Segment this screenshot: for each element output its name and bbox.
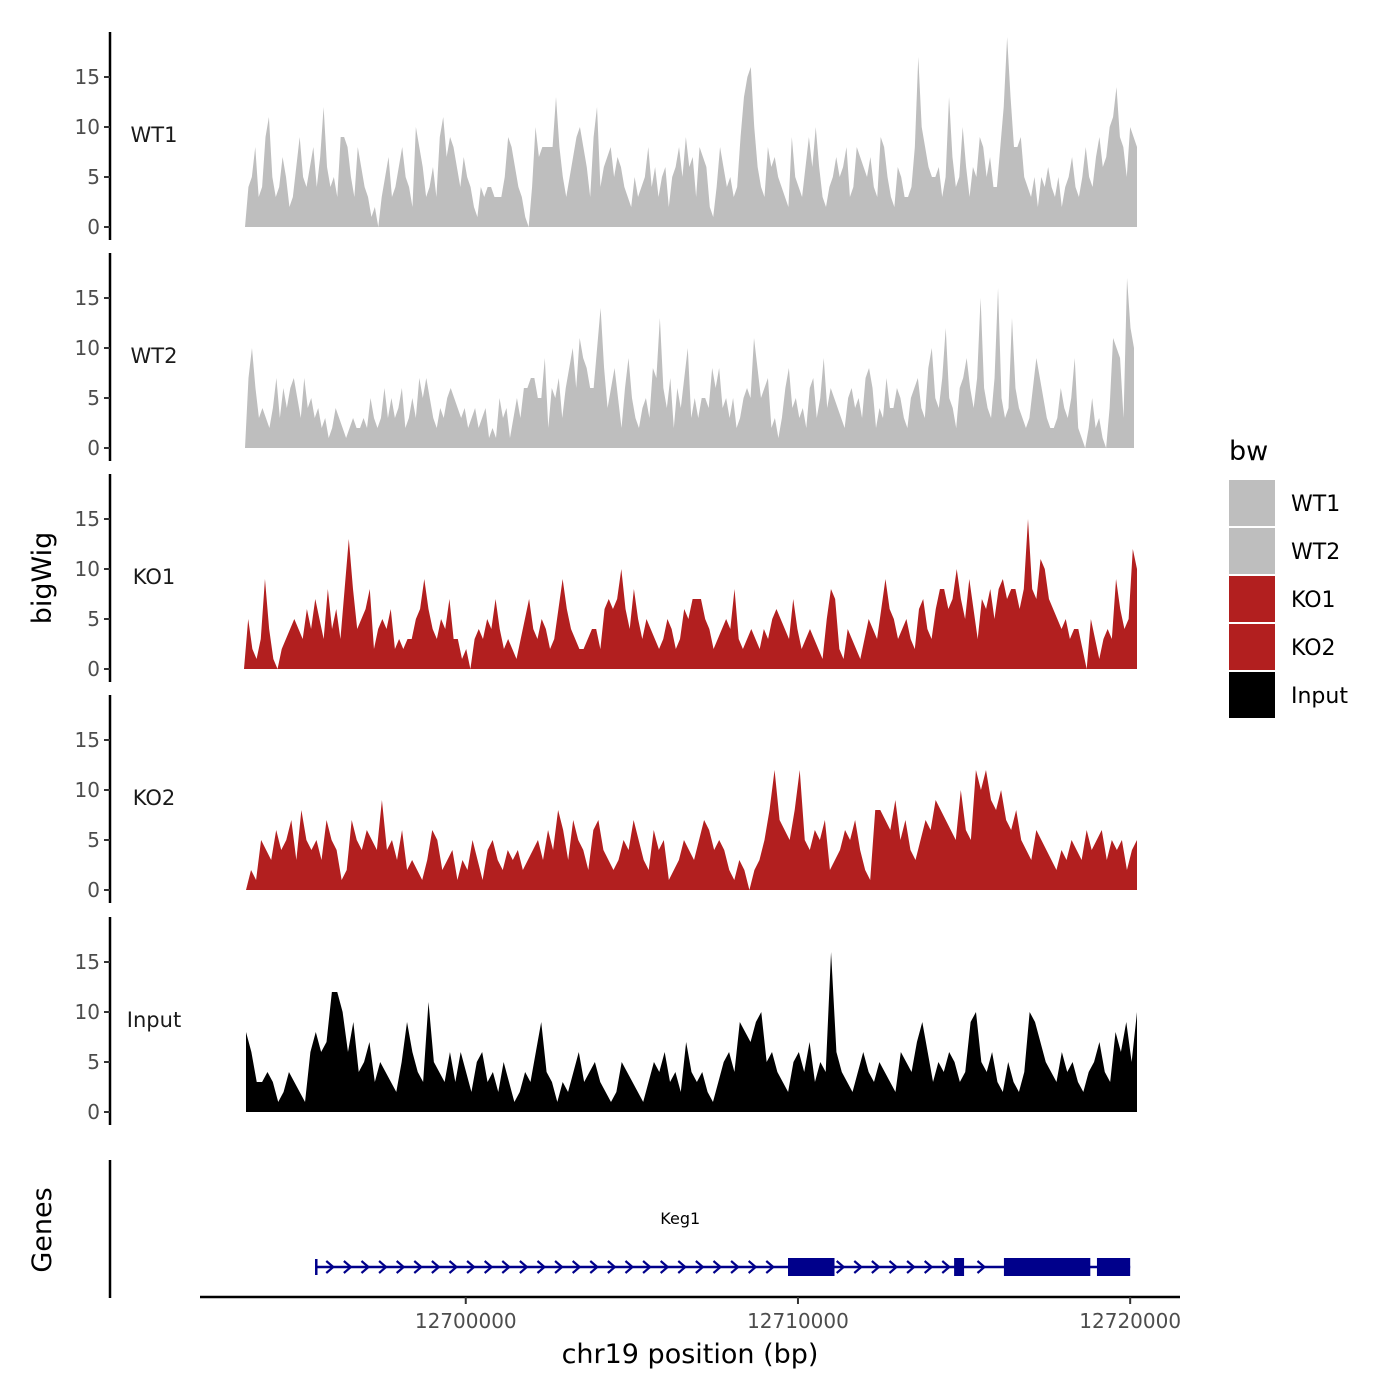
y-axis-title-genes: Genes xyxy=(27,1187,58,1272)
series-area-input xyxy=(246,952,1137,1112)
strand-arrow-icon xyxy=(431,1260,441,1274)
x-tick-label-12720000: 12720000 xyxy=(1079,1309,1181,1333)
legend-swatch-wt2 xyxy=(1229,528,1275,574)
strand-arrow-icon xyxy=(554,1260,564,1274)
strand-arrow-icon xyxy=(448,1260,459,1274)
gene-label-keg1: Keg1 xyxy=(660,1209,700,1228)
y-tick-label-ko2-10: 10 xyxy=(75,778,100,802)
track-label-ko2: KO2 xyxy=(133,786,176,810)
track-label-wt2: WT2 xyxy=(131,344,178,368)
y-tick-label-wt1-15: 15 xyxy=(75,65,100,89)
strand-arrow-icon xyxy=(853,1260,863,1274)
gene-exon-1 xyxy=(788,1258,835,1276)
y-tick-label-wt2-10: 10 xyxy=(75,336,100,360)
legend-label-ko1: KO1 xyxy=(1291,588,1336,613)
strand-arrow-icon xyxy=(835,1260,846,1274)
strand-arrow-icon xyxy=(360,1260,371,1274)
strand-arrow-icon xyxy=(906,1260,916,1274)
y-tick-label-ko2-0: 0 xyxy=(87,878,100,902)
series-area-ko2 xyxy=(246,770,1137,890)
track-label-wt1: WT1 xyxy=(131,123,178,147)
strand-arrow-icon xyxy=(325,1260,335,1274)
strand-arrow-icon xyxy=(923,1260,934,1274)
y-tick-label-wt1-0: 0 xyxy=(87,215,100,239)
strand-arrow-icon xyxy=(343,1260,353,1274)
legend-swatch-ko2 xyxy=(1229,624,1275,670)
gene-exon-2 xyxy=(954,1258,965,1276)
legend: bw WT1 WT2 KO1 KO2 Input xyxy=(1229,436,1348,718)
x-tick-label-12700000: 12700000 xyxy=(415,1309,517,1333)
gene-track: Keg1 xyxy=(108,1160,1131,1298)
y-tick-label-ko1-0: 0 xyxy=(87,657,100,681)
legend-label-wt2: WT2 xyxy=(1291,540,1340,565)
strand-arrow-icon xyxy=(395,1260,406,1274)
strand-arrow-icon xyxy=(536,1260,547,1274)
y-tick-label-input-10: 10 xyxy=(75,1000,100,1024)
gene-exon-3 xyxy=(1003,1258,1091,1276)
y-tick-label-ko1-10: 10 xyxy=(75,557,100,581)
y-tick-label-ko1-5: 5 xyxy=(87,607,100,631)
strand-arrow-icon xyxy=(976,1260,987,1274)
series-area-ko1 xyxy=(244,519,1137,669)
strand-arrow-icon xyxy=(677,1260,687,1274)
legend-swatch-input xyxy=(1229,672,1275,718)
bigwig-tracks: 0 5 10 15 WT1 0 5 10 15 WT2 0 5 10 15 KO1 0 5 10 15 KO2 0 5 10… xyxy=(75,32,1137,1125)
strand-arrow-icon xyxy=(765,1260,775,1274)
y-tick-label-ko2-5: 5 xyxy=(87,828,100,852)
strand-arrow-icon xyxy=(571,1260,582,1274)
track-label-ko1: KO1 xyxy=(133,565,176,589)
strand-arrow-icon xyxy=(695,1260,705,1274)
y-tick-label-wt2-15: 15 xyxy=(75,286,100,310)
strand-arrow-icon xyxy=(888,1260,899,1274)
x-tick-label-12710000: 12710000 xyxy=(747,1309,849,1333)
y-tick-label-ko2-15: 15 xyxy=(75,728,100,752)
x-axis: 12700000 12710000 12720000 xyxy=(200,1295,1181,1333)
strand-arrow-icon xyxy=(413,1260,423,1274)
strand-arrow-icon xyxy=(941,1260,951,1274)
gene-exon-4 xyxy=(1096,1258,1131,1276)
strand-arrow-icon xyxy=(642,1260,652,1274)
y-tick-label-ko1-15: 15 xyxy=(75,507,100,531)
y-tick-label-wt2-0: 0 xyxy=(87,436,100,460)
series-area-wt1 xyxy=(245,37,1137,227)
strand-arrow-icon xyxy=(501,1260,511,1274)
strand-arrow-icon xyxy=(589,1260,599,1274)
track-label-input: Input xyxy=(127,1008,181,1032)
strand-arrow-icon xyxy=(712,1260,723,1274)
legend-title: bw xyxy=(1229,436,1268,467)
y-tick-label-wt2-5: 5 xyxy=(87,386,100,410)
legend-label-wt1: WT1 xyxy=(1291,492,1340,517)
y-tick-label-wt1-10: 10 xyxy=(75,115,100,139)
strand-arrow-icon xyxy=(871,1260,881,1274)
y-tick-label-input-0: 0 xyxy=(87,1100,100,1124)
legend-label-ko2: KO2 xyxy=(1291,636,1336,661)
strand-arrow-icon xyxy=(747,1260,758,1274)
x-axis-title: chr19 position (bp) xyxy=(562,1339,819,1370)
y-tick-label-input-15: 15 xyxy=(75,950,100,974)
strand-arrow-icon xyxy=(519,1260,529,1274)
strand-arrow-icon xyxy=(483,1260,494,1274)
strand-arrow-icon xyxy=(730,1260,740,1274)
strand-arrow-icon xyxy=(378,1260,388,1274)
legend-label-input: Input xyxy=(1291,684,1348,709)
y-tick-label-input-5: 5 xyxy=(87,1050,100,1074)
strand-arrow-icon xyxy=(659,1260,670,1274)
strand-arrow-icon xyxy=(624,1260,635,1274)
strand-arrow-icon xyxy=(466,1260,476,1274)
y-tick-label-wt1-5: 5 xyxy=(87,165,100,189)
series-area-wt2 xyxy=(245,278,1134,448)
legend-swatch-wt1 xyxy=(1229,480,1275,526)
legend-swatch-ko1 xyxy=(1229,576,1275,622)
strand-arrow-icon xyxy=(607,1260,617,1274)
y-axis-title-bigwig: bigWig xyxy=(27,532,58,625)
